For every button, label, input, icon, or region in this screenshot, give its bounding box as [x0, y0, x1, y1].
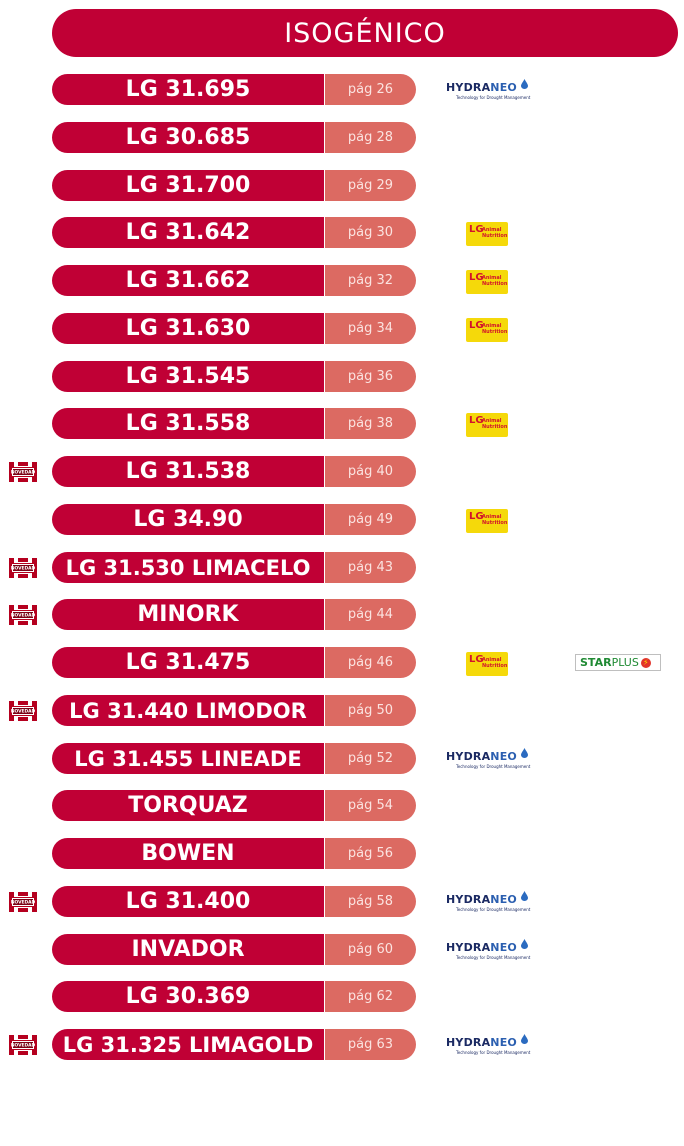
variety-name: LG 31.455 LINEADE: [52, 743, 324, 774]
starplus-logo: STAR PLUS ⚡: [575, 654, 661, 671]
variety-name: LG 30.369: [52, 981, 324, 1012]
page-reference[interactable]: pág 50: [325, 695, 416, 726]
page-reference[interactable]: pág 54: [325, 790, 416, 821]
page-reference[interactable]: pág 63: [325, 1029, 416, 1060]
variety-name: LG 31.558: [52, 408, 324, 439]
page-reference[interactable]: pág 56: [325, 838, 416, 869]
page-reference[interactable]: pág 32: [325, 265, 416, 296]
water-drop-icon: [521, 891, 528, 901]
variety-name: BOWEN: [52, 838, 324, 869]
novedad-badge: NOVEDAD: [9, 892, 37, 912]
variety-row: TORQUAZ pág 54: [0, 790, 684, 821]
water-drop-icon: [521, 1034, 528, 1044]
svg-text:NOVEDAD: NOVEDAD: [11, 1043, 36, 1049]
variety-name: LG 31.695: [52, 74, 324, 105]
page-reference[interactable]: pág 46: [325, 647, 416, 678]
variety-row: LG 30.369 pág 62: [0, 981, 684, 1012]
variety-row: LG 30.685 pág 28: [0, 122, 684, 153]
page-reference[interactable]: pág 36: [325, 361, 416, 392]
variety-row: NOVEDAD LG 31.530 LIMACELO pág 43: [0, 552, 684, 583]
hydraneo-logo: HYDRANEO Technology for Drought Manageme…: [446, 748, 531, 769]
variety-name: LG 31.545: [52, 361, 324, 392]
hydraneo-logo: HYDRANEO Technology for Drought Manageme…: [446, 939, 531, 960]
variety-name: LG 31.538: [52, 456, 324, 487]
page-reference[interactable]: pág 34: [325, 313, 416, 344]
variety-name: MINORK: [52, 599, 324, 630]
variety-name: LG 31.440 LIMODOR: [52, 695, 324, 726]
variety-row: NOVEDAD LG 31.325 LIMAGOLD pág 63 HYDRANE…: [0, 1029, 684, 1060]
variety-row: NOVEDAD LG 31.400 pág 58 HYDRANEO Technol…: [0, 886, 684, 917]
lg-animal-nutrition-logo: LG Animal Nutrition: [466, 413, 508, 437]
lg-animal-nutrition-logo: LG Animal Nutrition: [466, 509, 508, 533]
variety-row: LG 31.455 LINEADE pág 52 HYDRANEO Technol…: [0, 743, 684, 774]
variety-row: LG 31.475 pág 46 LG Animal Nutrition STAR P…: [0, 647, 684, 678]
novedad-badge: NOVEDAD: [9, 701, 37, 721]
variety-row: LG 31.558 pág 38 LG Animal Nutrition: [0, 408, 684, 439]
hydraneo-logo: HYDRANEO Technology for Drought Manageme…: [446, 79, 531, 100]
variety-name: LG 31.642: [52, 217, 324, 248]
page-reference[interactable]: pág 26: [325, 74, 416, 105]
page-reference[interactable]: pág 52: [325, 743, 416, 774]
lg-animal-nutrition-logo: LG Animal Nutrition: [466, 222, 508, 246]
variety-name: LG 31.325 LIMAGOLD: [52, 1029, 324, 1060]
variety-row: LG 31.662 pág 32 LG Animal Nutrition: [0, 265, 684, 296]
variety-row: NOVEDAD LG 31.440 LIMODOR pág 50: [0, 695, 684, 726]
variety-name: LG 34.90: [52, 504, 324, 535]
page-reference[interactable]: pág 62: [325, 981, 416, 1012]
svg-text:NOVEDAD: NOVEDAD: [11, 470, 36, 476]
page-reference[interactable]: pág 58: [325, 886, 416, 917]
page-reference[interactable]: pág 30: [325, 217, 416, 248]
novedad-badge: NOVEDAD: [9, 462, 37, 482]
variety-row: LG 31.545 pág 36: [0, 361, 684, 392]
variety-name: LG 31.662: [52, 265, 324, 296]
variety-row: BOWEN pág 56: [0, 838, 684, 869]
variety-name: LG 31.400: [52, 886, 324, 917]
lg-animal-nutrition-logo: LG Animal Nutrition: [466, 652, 508, 676]
variety-name: LG 31.475: [52, 647, 324, 678]
water-drop-icon: [521, 748, 528, 758]
page-reference[interactable]: pág 60: [325, 934, 416, 965]
novedad-badge: NOVEDAD: [9, 558, 37, 578]
variety-name: LG 31.700: [52, 170, 324, 201]
lightning-icon: ⚡: [640, 657, 651, 668]
water-drop-icon: [521, 79, 528, 89]
variety-row: LG 31.642 pág 30 LG Animal Nutrition: [0, 217, 684, 248]
page-reference[interactable]: pág 29: [325, 170, 416, 201]
hydraneo-logo: HYDRANEO Technology for Drought Manageme…: [446, 891, 531, 912]
novedad-badge: NOVEDAD: [9, 1035, 37, 1055]
svg-text:NOVEDAD: NOVEDAD: [11, 566, 36, 572]
variety-row: LG 31.630 pág 34 LG Animal Nutrition: [0, 313, 684, 344]
variety-row: LG 31.695 pág 26 HYDRANEO Technology for …: [0, 74, 684, 105]
page-reference[interactable]: pág 38: [325, 408, 416, 439]
variety-name: LG 31.630: [52, 313, 324, 344]
page-reference[interactable]: pág 49: [325, 504, 416, 535]
variety-row: NOVEDAD MINORK pág 44: [0, 599, 684, 630]
lg-animal-nutrition-logo: LG Animal Nutrition: [466, 318, 508, 342]
water-drop-icon: [521, 939, 528, 949]
variety-row: NOVEDAD LG 31.538 pág 40: [0, 456, 684, 487]
lg-animal-nutrition-logo: LG Animal Nutrition: [466, 270, 508, 294]
hydraneo-logo: HYDRANEO Technology for Drought Manageme…: [446, 1034, 531, 1055]
svg-text:NOVEDAD: NOVEDAD: [11, 900, 36, 906]
variety-name: LG 31.530 LIMACELO: [52, 552, 324, 583]
variety-name: TORQUAZ: [52, 790, 324, 821]
variety-row: INVADOR pág 60 HYDRANEO Technology for Dr…: [0, 934, 684, 965]
variety-row: LG 31.700 pág 29: [0, 170, 684, 201]
svg-text:NOVEDAD: NOVEDAD: [11, 709, 36, 715]
variety-name: LG 30.685: [52, 122, 324, 153]
page-reference[interactable]: pág 43: [325, 552, 416, 583]
variety-name: INVADOR: [52, 934, 324, 965]
section-title: ISOGÉNICO: [52, 9, 678, 57]
page-reference[interactable]: pág 44: [325, 599, 416, 630]
variety-row: LG 34.90 pág 49 LG Animal Nutrition: [0, 504, 684, 535]
svg-text:NOVEDAD: NOVEDAD: [11, 613, 36, 619]
page-reference[interactable]: pág 28: [325, 122, 416, 153]
novedad-badge: NOVEDAD: [9, 605, 37, 625]
page-reference[interactable]: pág 40: [325, 456, 416, 487]
